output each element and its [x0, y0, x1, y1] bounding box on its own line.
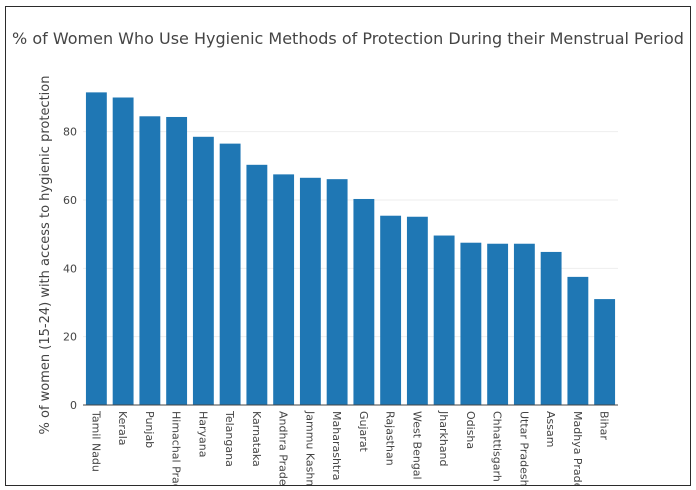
bar: [460, 242, 482, 405]
y-tick-label: 60: [63, 194, 77, 207]
bar: [513, 243, 535, 405]
x-tick-label: Punjab: [143, 411, 156, 448]
bar-chart: % of Women Who Use Hygienic Methods of P…: [12, 29, 684, 485]
bar: [299, 177, 321, 405]
x-tick-label: Assam: [544, 411, 557, 447]
bar: [192, 136, 214, 405]
bar: [166, 116, 188, 405]
x-tick-label: Uttar Pradesh: [517, 411, 530, 485]
bar: [112, 97, 134, 405]
y-axis-title: % of women (15-24) with access to hygien…: [38, 76, 53, 435]
bar: [353, 198, 375, 405]
chart-title: % of Women Who Use Hygienic Methods of P…: [12, 29, 684, 48]
bar: [487, 243, 509, 405]
x-tick-label: Jharkhand: [437, 410, 450, 467]
x-tick-label: Himachal Pradesh: [170, 411, 183, 485]
bar: [380, 215, 402, 405]
x-tick-labels: Tamil Nadu Kerala Punjab Himachal Pradesh Ha…: [89, 410, 610, 485]
bar: [594, 299, 616, 405]
x-tick-label: Andhra Pradesh: [277, 411, 290, 485]
y-tick-label: 20: [63, 331, 77, 344]
bars: [85, 92, 616, 406]
y-tick-labels: 0 20 40 60 80: [63, 126, 77, 412]
bar: [219, 143, 241, 405]
bar: [139, 116, 161, 406]
x-tick-label: Tamil Nadu: [89, 410, 102, 472]
bar: [540, 251, 562, 405]
x-tick-label: Karnataka: [250, 411, 263, 467]
x-tick-label: Jammu Kashmir: [303, 410, 316, 485]
bar: [85, 92, 107, 405]
bar: [326, 179, 348, 405]
bar: [273, 174, 295, 405]
x-tick-label: Gujarat: [357, 411, 370, 453]
bar: [246, 164, 268, 405]
x-tick-label: Telangana: [223, 410, 236, 467]
bar: [406, 216, 428, 405]
bar: [433, 235, 455, 405]
gridlines: [83, 131, 618, 338]
y-tick-label: 80: [63, 126, 77, 139]
y-tick-label: 40: [63, 262, 77, 275]
x-tick-label: Maharashtra: [330, 411, 343, 481]
x-tick-label: Rajasthan: [384, 411, 397, 466]
x-tick-label: Kerala: [116, 411, 129, 446]
bar: [567, 276, 589, 405]
x-tick-label: Madhya Pradesh: [571, 411, 584, 485]
y-tick-label: 0: [70, 399, 77, 412]
x-tick-label: Haryana: [196, 411, 209, 458]
chart-frame: % of Women Who Use Hygienic Methods of P…: [5, 6, 691, 486]
x-tick-label: Bihar: [598, 411, 611, 440]
x-tick-label: Odisha: [464, 411, 477, 449]
x-tick-label: Chhattisgarh: [491, 411, 504, 482]
x-tick-label: West Bengal: [410, 411, 423, 480]
